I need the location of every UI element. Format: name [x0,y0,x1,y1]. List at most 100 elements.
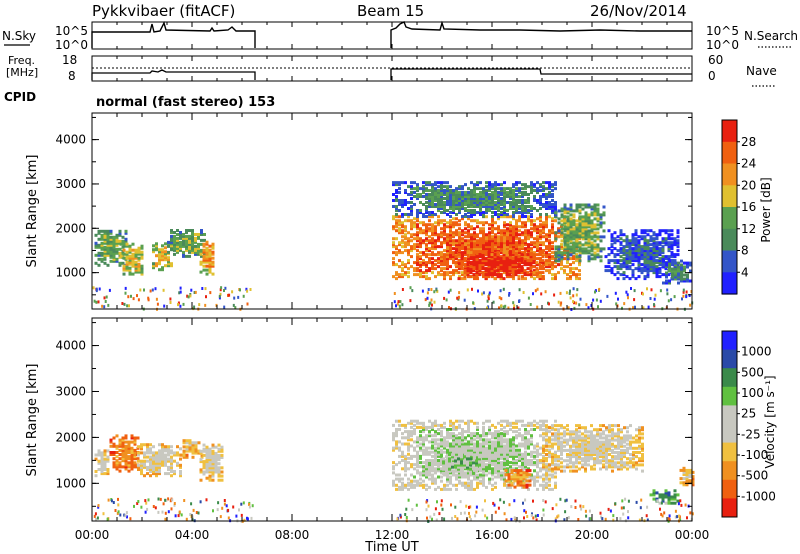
velocity-data-cell [521,444,524,448]
power-data-cell [512,217,515,221]
power-data-cell [634,241,638,245]
velocity-data-cell [461,481,464,485]
power-data-cell [548,271,551,275]
velocity-data-cell [121,457,125,461]
power-data-cell [610,243,614,247]
power-data-cell [100,229,104,233]
power-data-cell [530,221,533,225]
power-data-cell [422,213,425,216]
velocity-data-cell [509,450,512,454]
power-data-cell [578,277,581,281]
power-data-cell [103,245,107,249]
velocity-data-cell [515,419,518,423]
velocity-data-cell [536,459,539,462]
power-data-cell [578,257,581,261]
velocity-data-cell [398,487,401,491]
power-data-cell [655,275,659,279]
power-speckle [431,303,433,307]
power-data-cell [566,229,570,233]
power-speckle [242,294,245,298]
power-data-cell [152,266,155,270]
power-data-cell [455,203,458,206]
power-speckle [169,297,172,301]
power-data-cell [179,242,182,246]
power-speckle [103,305,106,309]
velocity-data-cell [161,453,164,457]
power-data-cell [566,277,569,281]
velocity-data-cell [205,460,209,464]
velocity-data-cell [428,450,431,454]
power-data-cell [466,267,470,271]
power-data-cell [449,251,452,255]
power-data-cell [479,193,482,196]
velocity-data-cell [419,456,422,460]
velocity-data-cell [464,448,467,452]
power-data-cell [461,187,464,191]
power-data-cell [497,217,500,221]
power-data-cell [440,201,443,204]
power-data-cell [446,235,449,239]
velocity-data-cell [422,485,425,489]
power-data-cell [106,241,110,245]
velocity-data-cell [133,436,137,440]
power-data-cell [458,249,461,253]
power-data-cell [527,255,530,259]
velocity-data-cell [401,423,404,427]
power-data-cell [554,253,558,257]
power-data-cell [569,205,573,209]
power-data-cell [434,229,437,233]
power-data-cell [533,223,536,227]
power-data-cell [536,181,539,185]
power-data-cell [674,263,677,267]
power-data-cell [452,271,455,275]
power-data-cell [449,265,452,269]
power-data-cell [140,256,144,260]
power-data-cell [686,273,689,277]
velocity-data-cell [461,434,464,438]
velocity-data-cell [121,459,125,463]
velocity-data-cell [440,456,443,460]
power-data-cell [137,256,141,260]
power-data-cell [446,241,449,245]
power-data-cell [437,273,440,277]
power-data-cell [488,183,491,187]
power-data-cell [664,267,668,271]
power-data-cell [419,237,422,241]
velocity-data-cell [485,446,488,450]
power-data-cell [443,197,446,200]
power-speckle [667,299,670,303]
velocity-data-cell [515,463,518,467]
power-data-cell [481,255,485,259]
power-data-cell [563,229,567,233]
power-data-cell [506,213,509,216]
velocity-data-cell [494,442,497,446]
power-data-cell [637,259,641,263]
power-data-cell [541,255,545,259]
velocity-data-cell [497,430,500,434]
power-data-cell [512,267,515,271]
power-data-cell [461,253,464,257]
power-data-cell [416,243,419,247]
velocity-data-cell [530,428,533,431]
power-data-cell [482,243,485,247]
power-data-cell [413,261,416,265]
power-data-cell [524,255,527,259]
velocity-data-cell [503,456,506,460]
power-data-cell [661,245,665,249]
power-data-cell [628,253,632,257]
power-data-cell [572,251,576,255]
velocity-data-cell [491,434,494,438]
power-data-cell [416,213,419,216]
velocity-data-cell [208,447,212,451]
power-data-cell [662,265,665,269]
velocity-data-cell [524,463,527,467]
power-data-cell [461,271,464,275]
power-data-cell [140,252,144,256]
velocity-data-cell [512,430,515,434]
power-data-cell [205,240,209,244]
power-data-cell [625,275,629,279]
velocity-data-cell [428,430,431,434]
power-data-cell [590,237,594,241]
velocity-data-cell [491,487,494,491]
velocity-data-cell [491,469,494,473]
